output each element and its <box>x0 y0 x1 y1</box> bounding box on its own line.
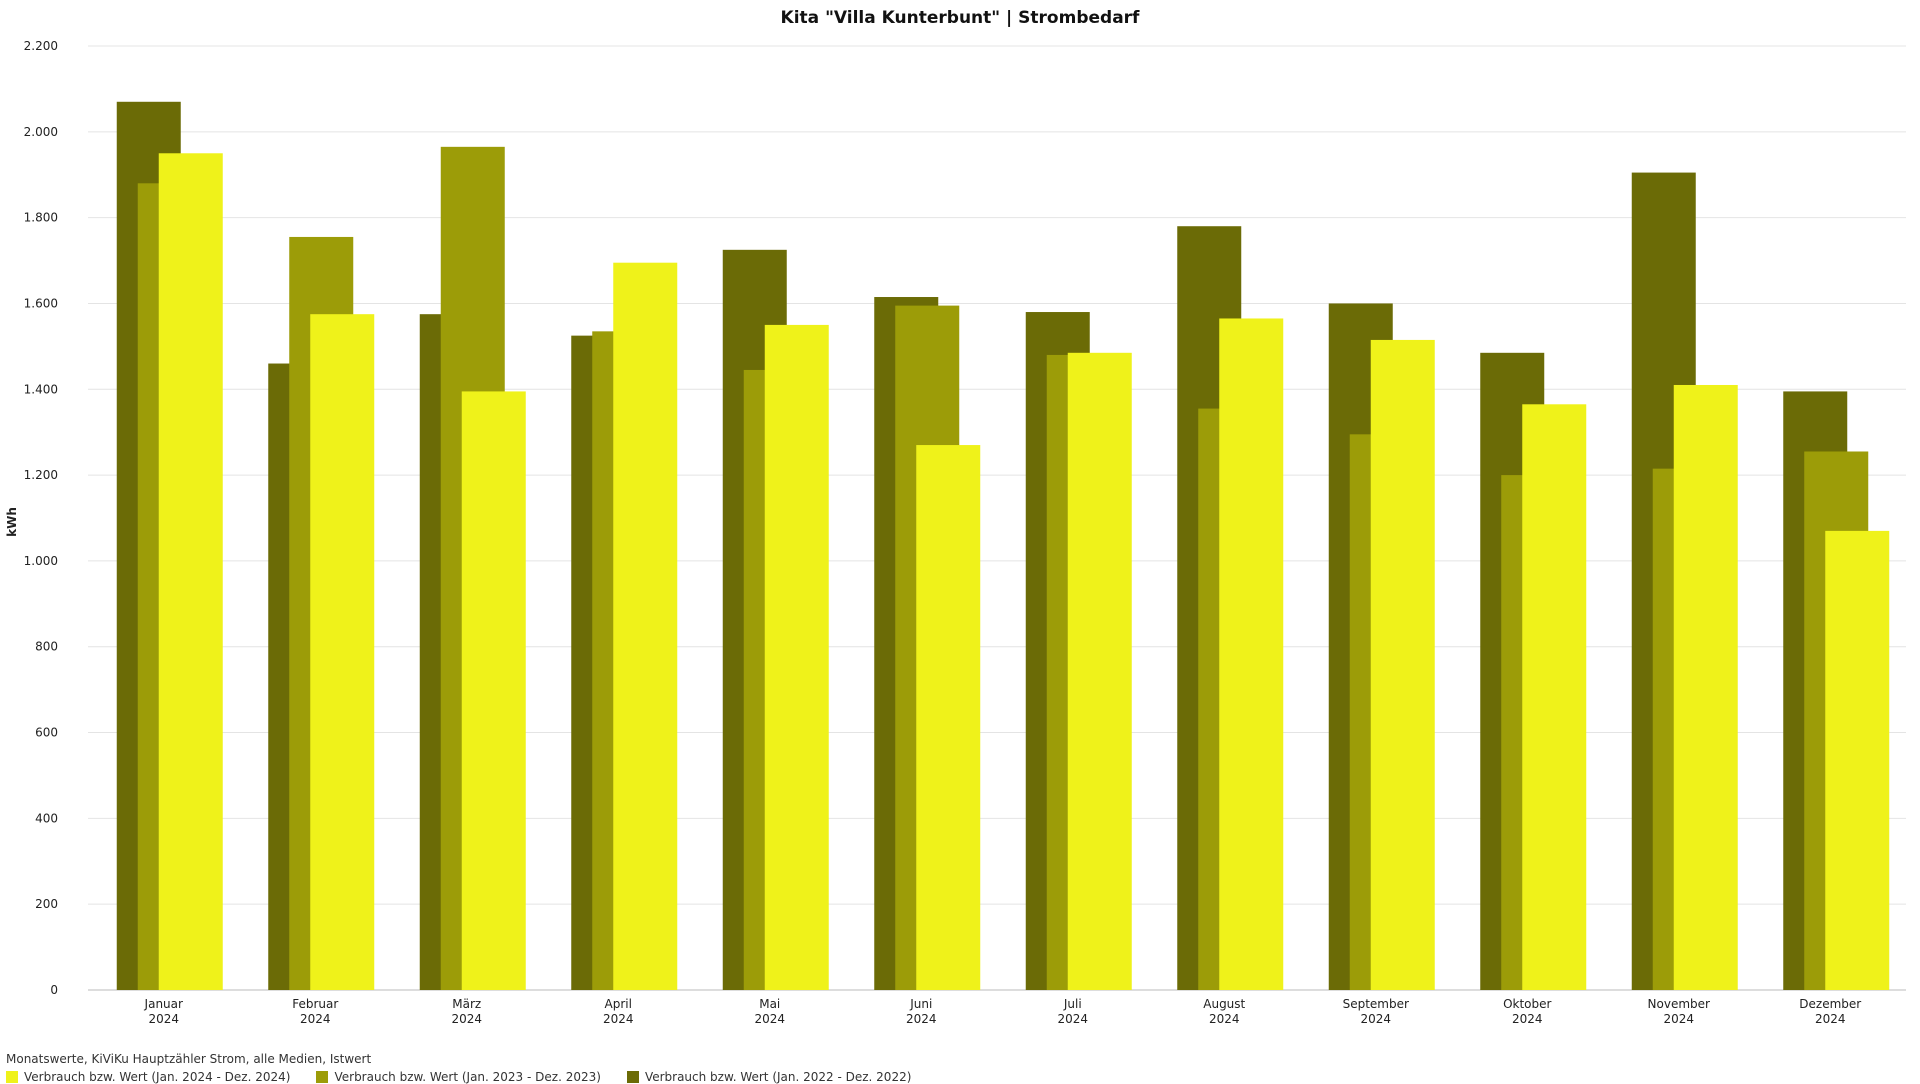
x-tick-label-year: 2024 <box>754 1012 785 1026</box>
x-tick-label-year: 2024 <box>300 1012 331 1026</box>
x-tick-label-year: 2024 <box>451 1012 482 1026</box>
legend-item[interactable]: Verbrauch bzw. Wert (Jan. 2024 - Dez. 20… <box>6 1070 290 1084</box>
x-tick-label-month: September <box>1343 997 1409 1011</box>
y-tick-label: 1.600 <box>24 296 58 310</box>
legend: Verbrauch bzw. Wert (Jan. 2024 - Dez. 20… <box>6 1070 937 1084</box>
y-tick-label: 800 <box>35 640 58 654</box>
x-axis-ticks: Januar2024Februar2024März2024April2024Ma… <box>144 997 1862 1026</box>
legend-item[interactable]: Verbrauch bzw. Wert (Jan. 2023 - Dez. 20… <box>316 1070 601 1084</box>
bar-series-2-oktober[interactable] <box>1522 404 1587 991</box>
legend-item[interactable]: Verbrauch bzw. Wert (Jan. 2022 - Dez. 20… <box>626 1070 912 1084</box>
y-tick-label: 600 <box>35 726 58 740</box>
chart-subtitle: Monatswerte, KiViKu Hauptzähler Strom, a… <box>6 1052 372 1066</box>
gridlines <box>88 45 1906 991</box>
bar-series-2-januar[interactable] <box>158 153 223 991</box>
x-tick-label-month: Juli <box>1063 997 1082 1011</box>
y-tick-label: 1.400 <box>24 382 58 396</box>
legend-swatch <box>316 1071 329 1083</box>
legend-label: Verbrauch bzw. Wert (Jan. 2022 - Dez. 20… <box>644 1070 912 1084</box>
x-tick-label-year: 2024 <box>1512 1012 1543 1026</box>
x-tick-label-month: Dezember <box>1799 997 1861 1011</box>
legend-swatch <box>626 1071 639 1083</box>
bar-series-2-februar[interactable] <box>310 314 375 990</box>
y-tick-label: 1.000 <box>24 554 58 568</box>
x-tick-label-month: Mai <box>759 997 780 1011</box>
x-tick-label-month: August <box>1203 997 1245 1011</box>
x-tick-label-month: April <box>605 997 632 1011</box>
x-tick-label-year: 2024 <box>906 1012 937 1026</box>
bar-series-2-märz[interactable] <box>461 391 526 990</box>
bar-series-2-mai[interactable] <box>764 324 829 991</box>
y-tick-label: 2.000 <box>24 125 58 139</box>
x-tick-label-year: 2024 <box>1209 1012 1240 1026</box>
y-axis-ticks: 0 200 400 600 800 1.000 1.200 1.400 1.600 1.800 2.… <box>24 39 58 997</box>
bar-series-2-juli[interactable] <box>1067 352 1132 990</box>
x-tick-label-year: 2024 <box>1815 1012 1846 1026</box>
bar-series-2-august[interactable] <box>1219 318 1284 990</box>
y-tick-label: 400 <box>35 811 58 825</box>
legend-label: Verbrauch bzw. Wert (Jan. 2024 - Dez. 20… <box>24 1070 291 1084</box>
x-tick-label-month: November <box>1648 997 1710 1011</box>
x-tick-label-year: 2024 <box>1057 1012 1088 1026</box>
bar-series-2-september[interactable] <box>1370 339 1435 991</box>
bar-series-2-november[interactable] <box>1673 384 1738 990</box>
x-tick-label-month: März <box>452 997 481 1011</box>
x-tick-label-year: 2024 <box>1663 1012 1694 1026</box>
legend-swatch <box>6 1071 18 1083</box>
bar-series-2-april[interactable] <box>613 262 678 990</box>
y-tick-label: 0 <box>50 983 58 997</box>
x-tick-label-year: 2024 <box>603 1012 634 1026</box>
y-tick-label: 1.800 <box>24 211 58 225</box>
chart-title: Kita "Villa Kunterbunt" | Strombedarf <box>780 8 1140 28</box>
y-tick-label: 200 <box>35 897 58 911</box>
x-tick-label-year: 2024 <box>148 1012 179 1026</box>
bar-series-2-juni[interactable] <box>916 445 981 990</box>
x-tick-label-month: Oktober <box>1503 997 1551 1011</box>
x-tick-label-year: 2024 <box>1360 1012 1391 1026</box>
y-tick-label: 2.200 <box>24 39 58 53</box>
y-axis-label: kWh <box>5 507 19 537</box>
legend-label: Verbrauch bzw. Wert (Jan. 2023 - Dez. 20… <box>334 1070 601 1084</box>
x-tick-label-month: Juni <box>909 997 932 1011</box>
bar-series-2-dezember[interactable] <box>1825 530 1890 990</box>
x-tick-label-month: Februar <box>292 997 338 1011</box>
x-tick-label-month: Januar <box>144 997 183 1011</box>
bar-chart: 0 200 400 600 800 1.000 1.200 1.400 1.600 1.800 2.… <box>5 39 1906 1026</box>
bars <box>116 101 1890 991</box>
y-tick-label: 1.200 <box>24 468 58 482</box>
